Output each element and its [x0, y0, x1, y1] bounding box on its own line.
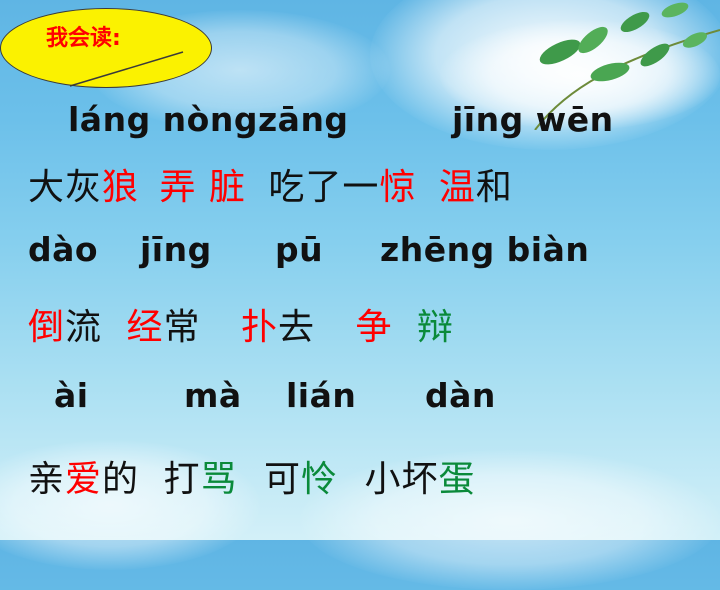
hanzi-word: 争 — [355, 307, 393, 348]
hanzi-word: 和 — [475, 167, 513, 208]
hanzi-word: 亲 — [28, 459, 66, 500]
hanzi-word: 可 — [263, 459, 301, 500]
cloud — [440, 20, 720, 130]
hanzi-word: 常 — [163, 307, 201, 348]
pinyin-text: jīng wēn — [452, 100, 614, 139]
hanzi-word: 的 — [102, 459, 140, 500]
hanzi-word: 狼 — [102, 167, 140, 208]
hanzi-word: 辩 — [416, 307, 454, 348]
pinyin-text: mà — [184, 376, 242, 415]
hanzi-word: 弄 — [159, 167, 197, 208]
pinyin-text: dào — [28, 230, 99, 269]
pinyin-text: zhēng biàn — [380, 230, 590, 269]
pinyin-text: jīng — [140, 230, 212, 269]
hanzi-word: 骂 — [200, 459, 238, 500]
hanzi-word: 蛋 — [438, 459, 476, 500]
hanzi-word: 扑 — [240, 307, 278, 348]
leaves-decoration — [534, 2, 720, 130]
hanzi-word: 去 — [277, 307, 315, 348]
pinyin-text: dàn — [425, 376, 496, 415]
hanzi-row: 倒流 经常 扑去 争 辩 — [28, 298, 454, 350]
hanzi-word: 吃了一 — [268, 167, 380, 208]
title: 我会读: — [46, 26, 121, 51]
hanzi-word: 打 — [163, 459, 201, 500]
pinyin-text: lián — [286, 376, 357, 415]
hanzi-word: 温 — [438, 167, 476, 208]
hanzi-word: 倒 — [28, 307, 66, 348]
hanzi-word: 流 — [65, 307, 103, 348]
pinyin-text: ài — [54, 376, 89, 415]
hanzi-row: 大灰狼 弄 脏 吃了一惊 温和 — [28, 158, 513, 210]
hanzi-word: 爱 — [65, 459, 103, 500]
pinyin-text: láng nòngzāng — [68, 100, 349, 139]
hanzi-word: 经 — [126, 307, 164, 348]
hanzi-word: 脏 — [208, 167, 246, 208]
hanzi-word: 小坏 — [364, 459, 439, 500]
pinyin-text: pū — [275, 230, 324, 269]
hanzi-row: 亲爱的 打骂 可怜 小坏蛋 — [28, 450, 476, 502]
hanzi-word: 大灰 — [28, 167, 103, 208]
hanzi-word: 怜 — [301, 459, 339, 500]
hanzi-word: 惊 — [379, 167, 417, 208]
title-bubble-tail — [69, 51, 184, 87]
